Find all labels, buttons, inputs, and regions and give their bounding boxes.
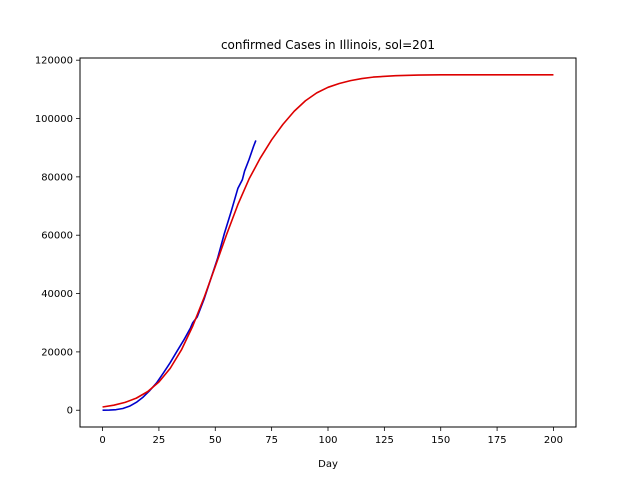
y-axis-ticks: 0 20000 40000 60000 80000 100000 120000: [35, 56, 80, 417]
y-tick-label: 80000: [41, 172, 73, 183]
x-tick-label: 0: [99, 435, 105, 446]
x-tick-label: 75: [265, 435, 278, 446]
x-tick-label: 200: [544, 435, 563, 446]
y-tick-label: 100000: [35, 114, 73, 125]
y-tick-label: 60000: [41, 231, 73, 242]
x-axis-ticks: 0 25 50 75 100 125 150 175 200: [99, 427, 563, 446]
y-tick-label: 120000: [35, 56, 73, 67]
x-axis-title: Day: [318, 459, 338, 470]
chart-title: confirmed Cases in Illinois, sol=201: [221, 38, 435, 52]
x-tick-label: 150: [431, 435, 450, 446]
series-line-1: [102, 140, 257, 412]
x-tick-label: 25: [153, 435, 166, 446]
plot-frame: [79, 57, 577, 428]
y-tick-label: 40000: [41, 289, 73, 300]
y-tick-label: 0: [67, 406, 73, 417]
series-line-2: [102, 73, 554, 408]
x-tick-label: 175: [488, 435, 507, 446]
x-tick-label: 50: [209, 435, 222, 446]
plot-area: [102, 73, 554, 412]
x-tick-label: 125: [375, 435, 394, 446]
y-tick-label: 20000: [41, 347, 73, 358]
x-tick-label: 100: [318, 435, 337, 446]
